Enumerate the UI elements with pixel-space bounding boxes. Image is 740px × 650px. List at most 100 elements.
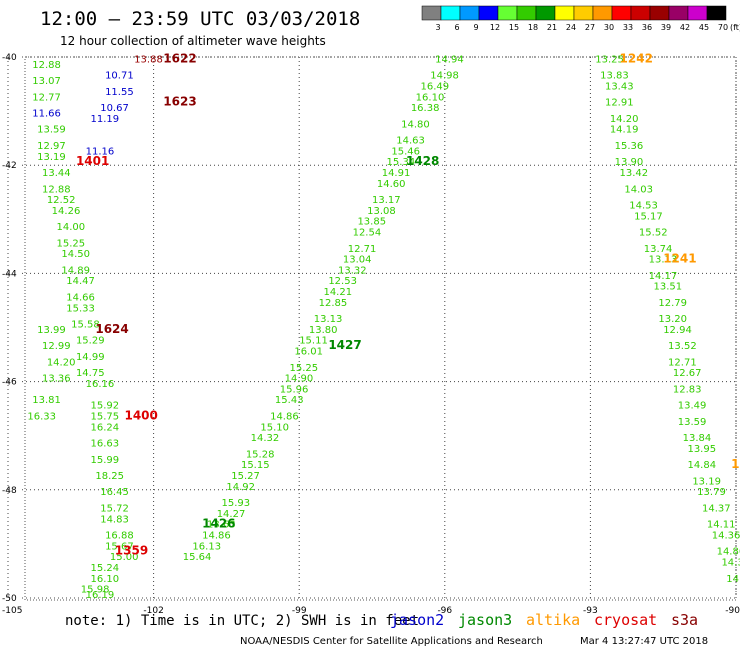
wave-height-value: 15.96	[280, 384, 309, 395]
pass-time-label: 1624	[95, 322, 128, 336]
legend-jason3: jason3	[458, 611, 512, 629]
chart-subtitle: 12 hour collection of altimeter wave hei…	[60, 34, 326, 48]
colorbar-swatch	[668, 5, 689, 21]
colorbar-swatch	[421, 5, 442, 21]
colorbar-swatch	[554, 5, 575, 21]
colorbar-swatch	[535, 5, 556, 21]
wave-height-value: 14.75	[76, 368, 105, 379]
wave-height-value: 15.99	[91, 455, 120, 466]
wave-height-value: 14.36	[712, 530, 740, 541]
wave-height-value: 14.47	[66, 276, 95, 287]
wave-height-value: 12.67	[673, 368, 702, 379]
wave-height-value: 15.28	[246, 449, 275, 460]
wave-height-value: 14.80	[401, 119, 430, 130]
wave-height-value: 14.32	[251, 433, 280, 444]
wave-height-value: 15.92	[91, 401, 120, 412]
wave-height-value: 13.84	[683, 433, 712, 444]
wave-height-value: 13.59	[678, 417, 707, 428]
wave-height-value: 12.99	[42, 341, 71, 352]
wave-height-value: 15.24	[91, 563, 120, 574]
wave-height-value: 13.59	[37, 125, 66, 136]
wave-height-value: 13.95	[687, 444, 716, 455]
wave-height-value: 14.3	[721, 558, 740, 569]
wave-height-value: 14.92	[226, 482, 255, 493]
colorbar-swatch	[440, 5, 461, 21]
colorbar-label: 9	[473, 23, 478, 32]
wave-height-value: 15.72	[100, 503, 129, 514]
wave-height-value: 15.00	[110, 552, 139, 563]
pass-time-label: 1623	[163, 95, 196, 109]
wave-height-value: 13.80	[309, 325, 338, 336]
colorbar-label: 12	[490, 23, 500, 32]
wave-height-value: 16.45	[100, 487, 129, 498]
wave-height-value: 12.83	[673, 384, 702, 395]
legend: jason2 jason3 altika cryosat s3a	[390, 611, 698, 629]
wave-height-value: 14.20	[47, 357, 76, 368]
wave-height-value: 16.63	[91, 439, 120, 450]
time-labels: 1622 1623 1401 1624 1400 1359 1428 1427 1426 1242…	[76, 51, 740, 557]
wave-height-value: 14.11	[707, 520, 736, 531]
footer-timestamp: Mar 4 13:27:47 UTC 2018	[580, 636, 708, 647]
wave-height-value: 11.66	[32, 109, 61, 120]
pass-time-label: 1241	[663, 252, 696, 266]
colorbar-swatch	[630, 5, 651, 21]
wave-height-value: 13.19	[692, 476, 721, 487]
wave-height-value: 15.58	[71, 320, 100, 331]
colorbar-label: 15	[509, 23, 519, 32]
legend-cryosat: cryosat	[594, 611, 657, 629]
wave-height-value: 13.20	[658, 314, 687, 325]
wave-height-value: 12.88	[42, 184, 71, 195]
wave-height-value: 14.94	[435, 54, 464, 65]
wave-height-value: 14.53	[629, 200, 658, 211]
wave-height-value: 13.43	[605, 81, 634, 92]
wave-height-value: 11.19	[91, 114, 120, 125]
wave-height-value: 12.85	[319, 298, 348, 309]
colorbar-label: 3	[435, 23, 440, 32]
wave-height-value: 14.21	[323, 287, 352, 298]
wave-height-value: 10.67	[100, 103, 129, 114]
wave-height-value: 13.88	[134, 54, 163, 65]
wave-height-value: 14.84	[687, 460, 716, 471]
wave-height-value: 15.98	[81, 585, 110, 596]
y-tick-label: -50	[2, 594, 17, 604]
wave-height-value: 15.93	[222, 498, 251, 509]
chart-title: 12:00 – 23:59 UTC 03/03/2018	[40, 8, 360, 30]
wave-height-value: 14.37	[702, 503, 731, 514]
wave-height-value: 14.66	[66, 292, 95, 303]
wave-height-value: 15.75	[91, 411, 120, 422]
wave-height-value: 12.97	[37, 141, 66, 152]
wave-height-value: 14.63	[396, 136, 425, 147]
y-tick-label: -48	[2, 486, 17, 496]
pass-time-label: 1427	[328, 338, 361, 352]
wave-height-value: 12.52	[47, 195, 76, 206]
wave-height-value: 15.17	[634, 211, 663, 222]
wave-height-value: 13.25	[595, 54, 624, 65]
wave-height-value: 16.10	[416, 92, 445, 103]
pass-time-label: 1426	[202, 517, 235, 531]
grid	[7, 56, 737, 599]
wave-height-value: 18.25	[95, 471, 124, 482]
wave-height-value: 14.98	[430, 71, 459, 82]
y-tick-label: -46	[2, 378, 17, 388]
wave-height-value: 13.79	[697, 487, 726, 498]
wave-height-value: 14.99	[76, 352, 105, 363]
wave-height-value: 13.13	[649, 255, 678, 266]
wave-height-value: 12.77	[32, 92, 61, 103]
wave-height-value: 12.94	[663, 325, 692, 336]
wave-height-value: 16.19	[86, 590, 115, 601]
legend-s3a: s3a	[671, 611, 698, 629]
wave-height-value: 13.07	[32, 76, 61, 87]
plot-frame	[24, 56, 737, 601]
wave-height-value: 13.36	[42, 374, 71, 385]
wave-height-value: 14.91	[382, 168, 411, 179]
wave-height-value: 13.42	[620, 168, 649, 179]
wave-height-value: 14	[726, 574, 739, 585]
wave-height-value: 13.04	[343, 255, 372, 266]
colorbar-swatch	[687, 5, 708, 21]
colorbar-label: 27	[585, 23, 595, 32]
colorbar-swatch	[516, 5, 537, 21]
wave-height-value: 13.99	[37, 325, 66, 336]
wave-height-value: 15.46	[391, 146, 420, 157]
